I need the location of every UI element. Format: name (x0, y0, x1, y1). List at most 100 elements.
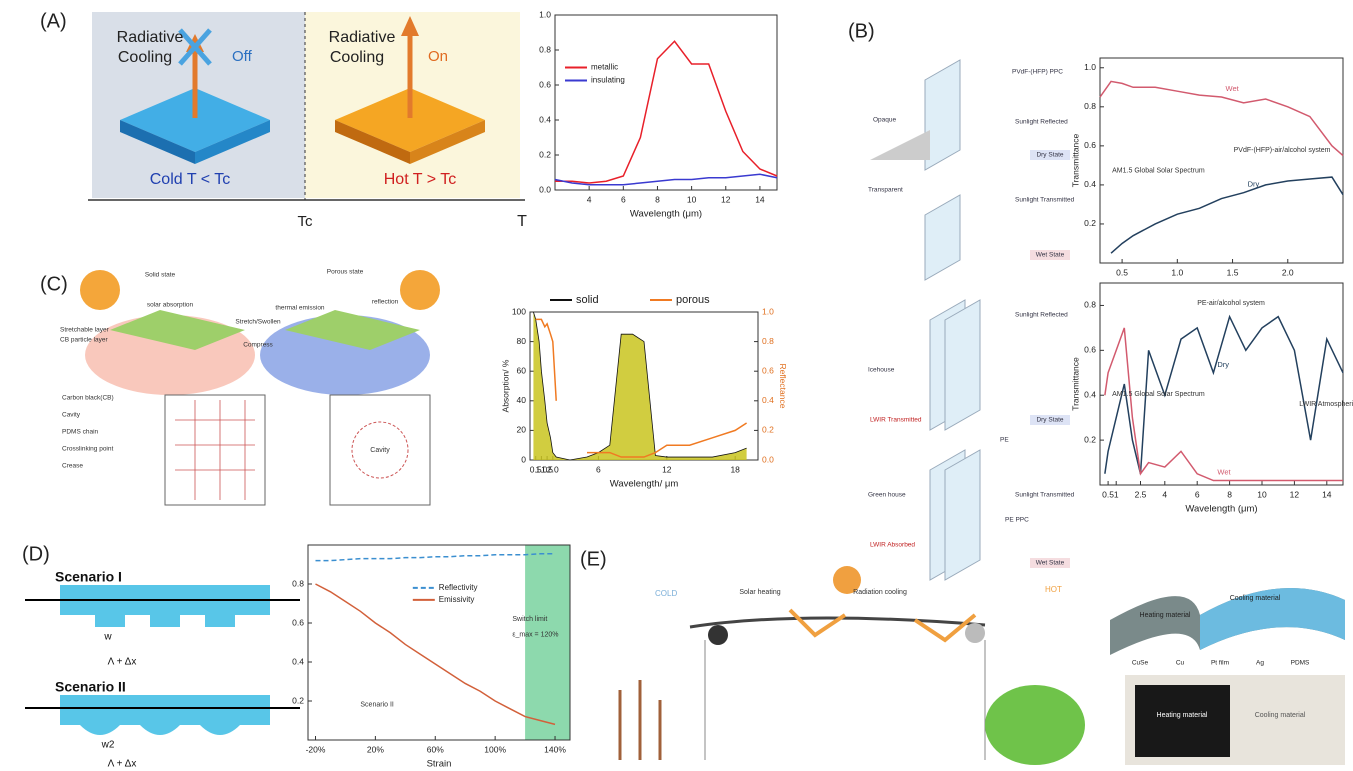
y-tick-label: 0.4 (1084, 389, 1096, 399)
label: Wet State (1036, 560, 1065, 567)
x-tick-label: 60% (427, 744, 444, 754)
annotation: PE-air/alcohol system (1197, 300, 1265, 307)
y-tick-label: 80 (517, 336, 527, 346)
series-line (1100, 81, 1343, 155)
y-tick-label: 60 (517, 365, 527, 375)
label: Icehouse (868, 367, 895, 374)
y2-tick-label: 0.4 (762, 395, 774, 405)
label: reflection (372, 299, 399, 306)
x-tick-label: 18 (730, 464, 740, 474)
annotation: PVdF-(HFP)-air/alcohol system (1234, 147, 1331, 154)
label: PE PPC (1005, 517, 1029, 524)
x-tick-label: 14 (755, 194, 765, 204)
label: Cavity (370, 447, 390, 454)
x-tick-label: 4 (1162, 489, 1167, 499)
y-tick-label: 0 (521, 454, 526, 464)
label: Green house (868, 492, 906, 499)
label: Cooling (118, 49, 172, 66)
x-tick-label: 10 (687, 194, 697, 204)
label: (D) (22, 543, 50, 565)
series-line (315, 584, 555, 724)
label: Porous state (327, 269, 364, 276)
legend-label: Emissivity (439, 595, 475, 604)
series-line (1111, 177, 1343, 253)
label: T (517, 213, 527, 230)
y-tick-label: 0.6 (1084, 345, 1096, 355)
series-line (315, 554, 555, 561)
label: solar absorption (147, 302, 194, 309)
label: w2 (101, 740, 115, 751)
y-tick-label: 0.4 (1084, 179, 1096, 189)
label: Λ + Δx (108, 657, 137, 668)
x-tick-label: 1.0 (1171, 267, 1183, 277)
y-axis-label: Absorption/ % (500, 359, 510, 412)
label: CuSe (1132, 660, 1149, 667)
legend-label: Wet (1226, 84, 1240, 93)
label: On (428, 48, 448, 65)
y-tick-label: 20 (517, 425, 527, 435)
label: HOT (1045, 585, 1062, 594)
legend-label: porous (676, 294, 710, 306)
x-tick-label: 6 (1195, 489, 1200, 499)
label: Dry State (1036, 417, 1063, 424)
label: Crosslinking point (62, 446, 113, 453)
label: Cooling material (1230, 595, 1281, 602)
label: Heating material (1157, 712, 1208, 719)
label: PDMS (1291, 660, 1310, 667)
label: (A) (40, 10, 67, 32)
label: CB particle layer (60, 337, 109, 344)
y-tick-label: 0.2 (1084, 434, 1096, 444)
shaded-region (525, 545, 570, 740)
label: Sunlight Transmitted (1015, 197, 1075, 204)
legend-label: Reflectivity (439, 583, 478, 592)
x-tick-label: 12 (662, 464, 672, 474)
label: Stretchable layer (60, 327, 110, 334)
x-tick-label: 0.5 (1102, 489, 1114, 499)
label: Hot T > Tc (384, 171, 456, 188)
label: (C) (40, 273, 68, 295)
label: Off (232, 48, 253, 65)
label: (E) (580, 548, 607, 570)
y-tick-label: 0.8 (1084, 101, 1096, 111)
legend-label: Dry (1217, 360, 1229, 369)
x-tick-label: 2.0 (547, 464, 559, 474)
y-tick-label: 0.8 (292, 578, 304, 588)
x-tick-label: 100% (484, 744, 506, 754)
label: Pt film (1211, 660, 1229, 667)
x-tick-label: 1 (1114, 489, 1119, 499)
y2-axis-label: Reflectance (778, 364, 788, 409)
label: Cooling (330, 49, 384, 66)
x-tick-label: 6 (596, 464, 601, 474)
y-tick-label: 0.2 (1084, 218, 1096, 228)
y-tick-label: 0.4 (539, 114, 551, 124)
label: Cu (1176, 660, 1185, 667)
label: thermal emission (275, 305, 325, 312)
label: Cavity (62, 412, 81, 419)
annotation: AM1.5 Global Solar Spectrum (1112, 391, 1205, 398)
y-axis-label: Transmittance (1070, 133, 1080, 187)
label: COLD (655, 589, 677, 598)
y-tick-label: 1.0 (539, 9, 551, 19)
label: Tc (298, 213, 314, 230)
label: Compress (243, 342, 273, 349)
x-tick-label: 4 (587, 194, 592, 204)
y2-tick-label: 0.6 (762, 365, 774, 375)
x-tick-label: 20% (367, 744, 384, 754)
x-axis-label: Wavelength/ μm (610, 479, 679, 490)
annotation: LWIR Atmospheric Transmittance Window (1299, 401, 1353, 408)
y-tick-label: 0.6 (1084, 140, 1096, 150)
x-axis-label: Strain (427, 759, 452, 770)
label: Radiation cooling (853, 589, 907, 596)
annotation: AM1.5 Global Solar Spectrum (1112, 168, 1205, 175)
x-tick-label: 0.5 (1116, 267, 1128, 277)
x-tick-label: 2.5 (1135, 489, 1147, 499)
label: Transparent (868, 187, 903, 194)
label: PDMS chain (62, 429, 99, 436)
label: Sunlight Transmitted (1015, 492, 1075, 499)
x-tick-label: 2.0 (1282, 267, 1294, 277)
legend-label: insulating (591, 76, 625, 85)
label: Carbon black(CB) (62, 395, 114, 402)
y-tick-label: 0.6 (539, 79, 551, 89)
y-tick-label: 100 (512, 306, 526, 316)
x-axis-label: Wavelength (μm) (630, 209, 702, 220)
